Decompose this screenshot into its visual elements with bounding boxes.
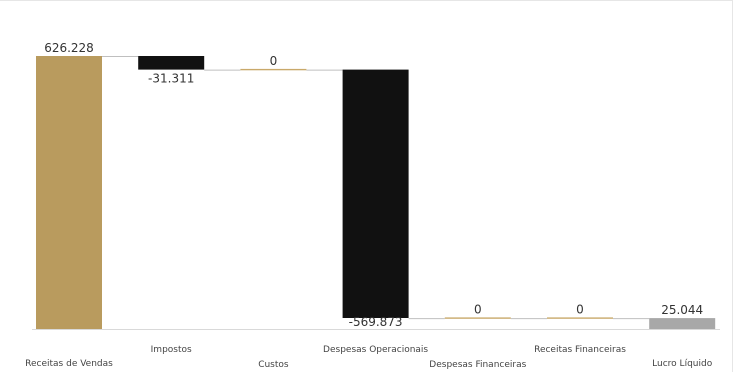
- category-label: Despesas Operacionais: [323, 345, 428, 355]
- category-labels-group: Receitas de Vendas Impostos Custos Despesas…: [25, 345, 713, 370]
- bar-receitas-financeiras[interactable]: [547, 317, 613, 319]
- value-label: 626.228: [44, 41, 94, 55]
- bar-receitas-de-vendas[interactable]: [36, 56, 102, 329]
- category-label: Despesas Financeiras: [429, 360, 526, 370]
- connector-lines: [102, 56, 650, 320]
- value-label: -31.311: [148, 72, 194, 86]
- value-label: 25.044: [661, 303, 703, 317]
- value-label: 0: [474, 302, 482, 316]
- bar-impostos[interactable]: [138, 56, 205, 70]
- category-label: Receitas de Vendas: [25, 359, 113, 369]
- bar-custos[interactable]: [240, 68, 307, 71]
- category-label: Lucro Líquido: [652, 359, 713, 369]
- value-label: -569.873: [349, 315, 403, 329]
- value-label: 0: [270, 54, 278, 68]
- category-label: Receitas Financeiras: [534, 345, 626, 355]
- value-label: 0: [576, 302, 584, 316]
- bar-lucro-l-quido[interactable]: [649, 318, 716, 329]
- category-label: Impostos: [151, 345, 192, 355]
- value-labels-group: 626.228 -31.311 0 -569.873 0 0 25.044: [44, 41, 703, 329]
- category-label: Custos: [258, 360, 289, 370]
- bars-group: [36, 56, 716, 329]
- bar-despesas-operacionais[interactable]: [342, 69, 409, 318]
- bar-despesas-financeiras[interactable]: [444, 317, 511, 319]
